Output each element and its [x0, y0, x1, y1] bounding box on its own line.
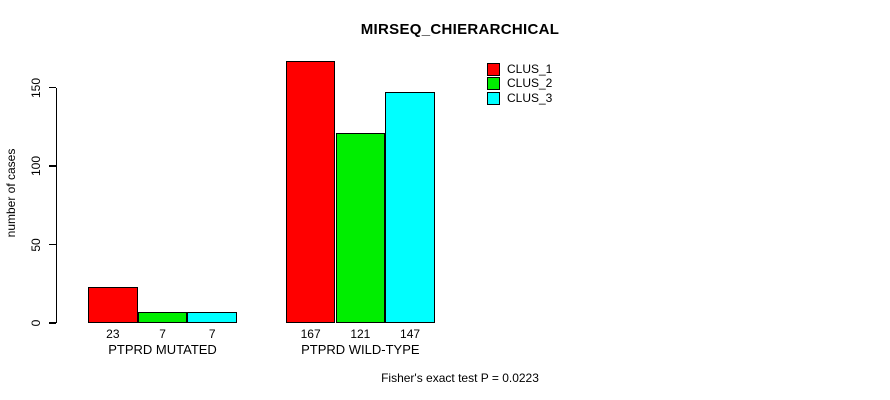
bar-value-label: 147 — [400, 327, 421, 341]
y-axis-tick-label: 150 — [29, 77, 43, 98]
bar-value-label: 7 — [159, 327, 166, 341]
bar-value-label: 121 — [350, 327, 371, 341]
y-axis-tick — [49, 86, 56, 89]
legend-row: CLUS_2 — [487, 77, 552, 92]
bar-value-label: 7 — [208, 327, 216, 341]
category-label-ptprd-wild-type: PTPRD WILD-TYPE — [301, 342, 420, 357]
bar-clus_2-ptprd-mutated — [137, 312, 188, 323]
y-axis-tick — [49, 322, 56, 324]
legend-swatch-icon — [487, 77, 500, 91]
legend-swatch-icon — [487, 62, 500, 76]
chart-title: MIRSEQ_CHIERARCHICAL — [360, 21, 560, 38]
legend-label: CLUS_1 — [507, 61, 553, 76]
legend-label: CLUS_3 — [507, 90, 553, 105]
legend: CLUS_1 CLUS_2 CLUS_3 — [487, 62, 552, 106]
y-axis-tick-label: 50 — [29, 237, 43, 252]
y-axis-tick-label: 0 — [29, 319, 43, 327]
bar-clus_3-ptprd-mutated — [187, 312, 238, 323]
bar-clus_1-ptprd-mutated — [88, 286, 138, 323]
legend-label: CLUS_2 — [507, 76, 553, 91]
bar-clus_2-ptprd-wild-type — [335, 133, 386, 323]
bar-clus_1-ptprd-wild-type — [285, 60, 336, 323]
y-axis-tick-label: 100 — [29, 155, 43, 177]
category-label-ptprd-mutated: PTPRD MUTATED — [108, 342, 217, 357]
y-axis-tick — [49, 243, 56, 246]
bar-value-label: 23 — [106, 327, 120, 341]
y-axis-tick — [49, 165, 56, 167]
legend-row: CLUS_1 — [487, 62, 552, 77]
y-axis-title: number of cases — [4, 148, 18, 238]
statistical-annotation: Fisher's exact test P = 0.0223 — [381, 371, 539, 385]
y-axis-line — [56, 87, 58, 323]
bar-value-label: 167 — [300, 327, 321, 341]
legend-swatch-icon — [487, 91, 500, 105]
legend-row: CLUS_3 — [487, 91, 552, 106]
bar-clus_3-ptprd-wild-type — [385, 92, 435, 323]
